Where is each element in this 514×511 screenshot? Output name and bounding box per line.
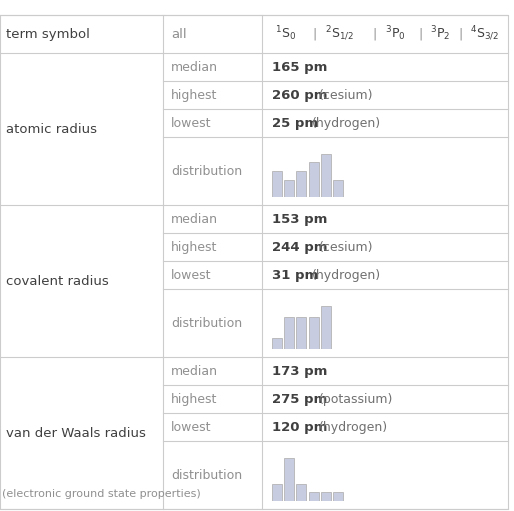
Text: covalent radius: covalent radius — [6, 274, 109, 288]
Bar — [321, 154, 331, 197]
Text: 153 pm: 153 pm — [272, 213, 327, 225]
Text: 165 pm: 165 pm — [272, 60, 327, 74]
Bar — [321, 306, 331, 349]
Bar — [272, 171, 282, 197]
Text: median: median — [171, 364, 218, 378]
Bar — [297, 316, 306, 349]
Bar — [297, 171, 306, 197]
Text: (hydrogen): (hydrogen) — [312, 268, 381, 282]
Text: |: | — [418, 28, 422, 40]
Text: van der Waals radius: van der Waals radius — [6, 427, 146, 439]
Text: (cesium): (cesium) — [319, 241, 374, 253]
Text: highest: highest — [171, 241, 217, 253]
Text: median: median — [171, 60, 218, 74]
Text: lowest: lowest — [171, 268, 211, 282]
Text: (hydrogen): (hydrogen) — [319, 421, 388, 433]
Text: lowest: lowest — [171, 421, 211, 433]
Text: highest: highest — [171, 88, 217, 102]
Bar — [272, 484, 282, 501]
Text: $^1$S$_0$: $^1$S$_0$ — [275, 25, 296, 43]
Text: |: | — [458, 28, 462, 40]
Bar — [333, 492, 343, 501]
Text: median: median — [171, 213, 218, 225]
Bar — [321, 492, 331, 501]
Bar — [308, 492, 319, 501]
Bar — [272, 338, 282, 349]
Text: atomic radius: atomic radius — [6, 123, 97, 135]
Bar — [308, 162, 319, 197]
Text: |: | — [373, 28, 377, 40]
Text: distribution: distribution — [171, 316, 242, 330]
Text: 31 pm: 31 pm — [272, 268, 318, 282]
Text: 120 pm: 120 pm — [272, 421, 327, 433]
Text: all: all — [171, 28, 187, 40]
Text: 173 pm: 173 pm — [272, 364, 327, 378]
Text: (electronic ground state properties): (electronic ground state properties) — [2, 489, 201, 499]
Text: lowest: lowest — [171, 117, 211, 129]
Text: distribution: distribution — [171, 469, 242, 481]
Text: $^4$S$_{3/2}$: $^4$S$_{3/2}$ — [470, 25, 499, 43]
Text: 260 pm: 260 pm — [272, 88, 327, 102]
Text: 275 pm: 275 pm — [272, 392, 327, 406]
Bar — [333, 180, 343, 197]
Text: 25 pm: 25 pm — [272, 117, 318, 129]
Bar — [308, 316, 319, 349]
Bar — [284, 316, 295, 349]
Text: term symbol: term symbol — [6, 28, 90, 40]
Text: (cesium): (cesium) — [319, 88, 374, 102]
Text: |: | — [313, 28, 317, 40]
Text: highest: highest — [171, 392, 217, 406]
Text: $^3$P$_2$: $^3$P$_2$ — [430, 25, 450, 43]
Text: (hydrogen): (hydrogen) — [312, 117, 381, 129]
Bar — [284, 458, 295, 501]
Text: (potassium): (potassium) — [319, 392, 394, 406]
Bar — [297, 484, 306, 501]
Text: $^2$S$_{1/2}$: $^2$S$_{1/2}$ — [325, 25, 354, 43]
Text: $^3$P$_0$: $^3$P$_0$ — [385, 25, 406, 43]
Bar — [284, 180, 295, 197]
Text: distribution: distribution — [171, 165, 242, 177]
Text: 244 pm: 244 pm — [272, 241, 327, 253]
